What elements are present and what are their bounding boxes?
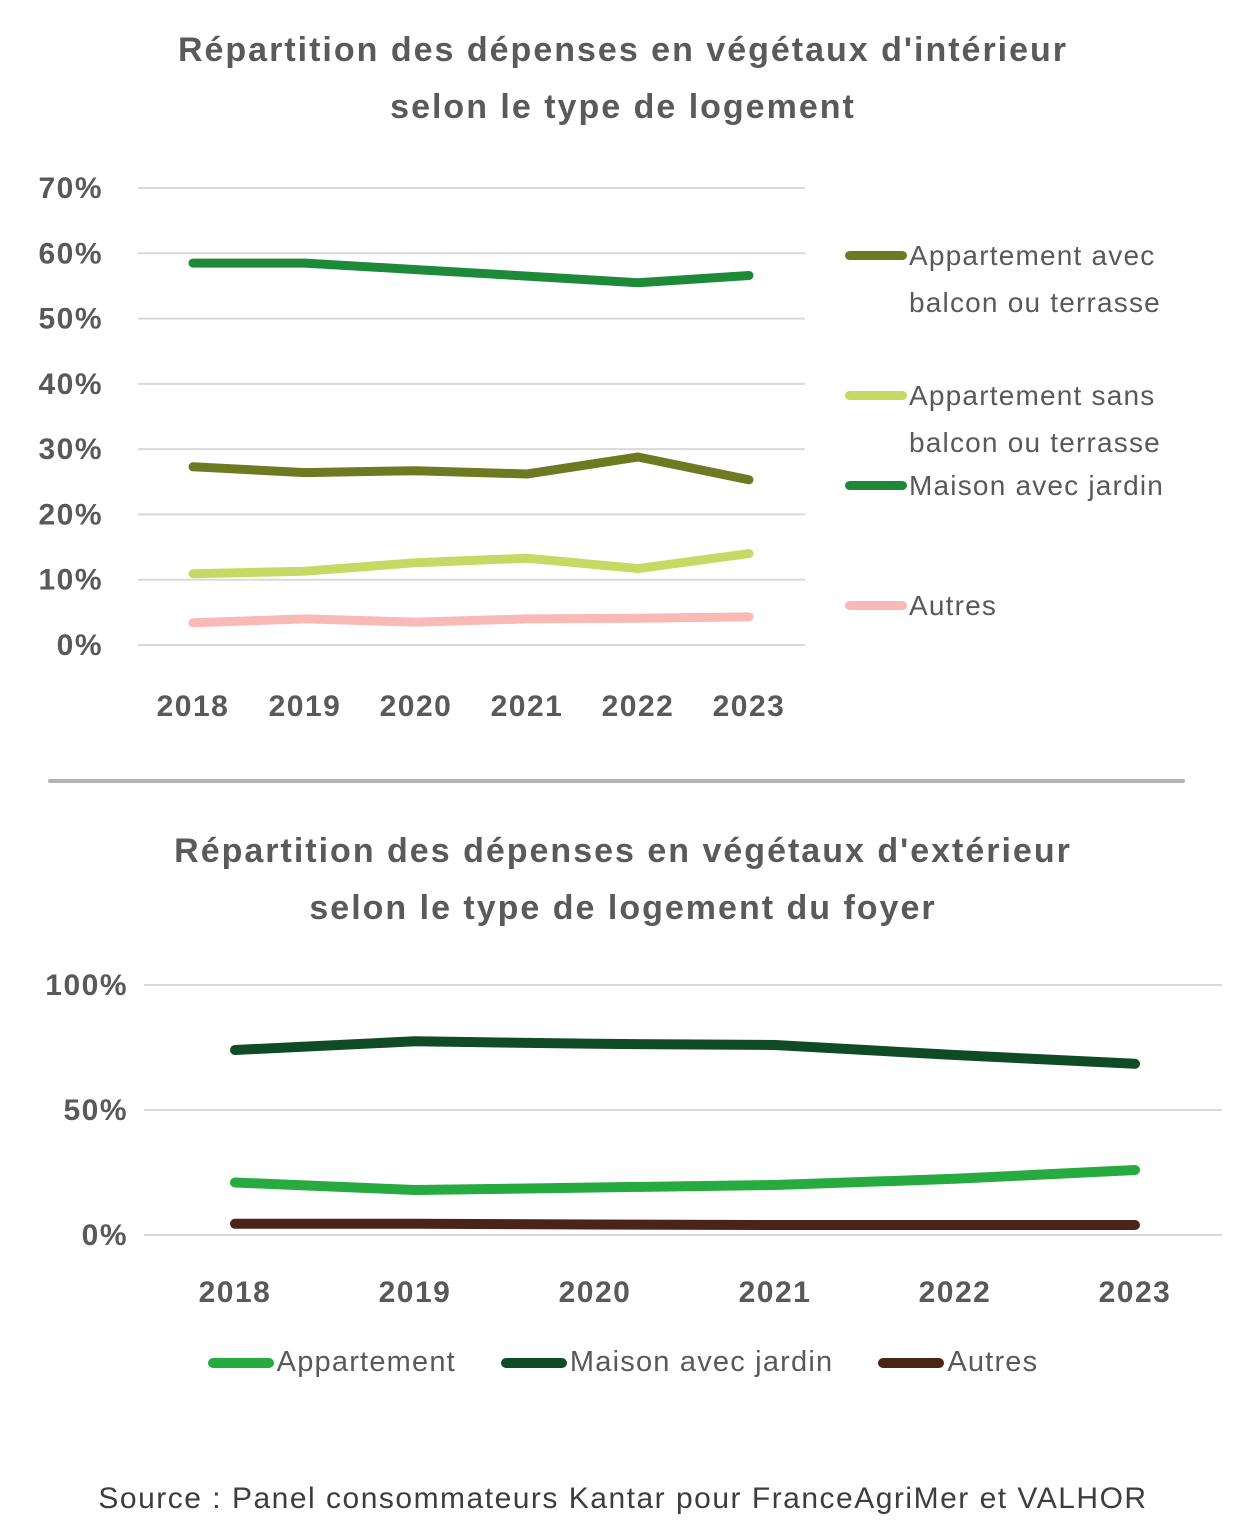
y-tick-label: 50% [63,1094,128,1127]
x-tick-label: 2021 [739,1276,812,1309]
y-tick-label: 50% [38,303,103,336]
legend-swatch [845,601,907,610]
series-line [230,1165,1140,1195]
x-tick-label: 2023 [1099,1276,1172,1309]
x-tick-label: 2021 [491,690,564,723]
exterior-chart-plot: 100% 50% 0% 2018 2019 2020 2021 2022 2023 [45,969,1222,1309]
y-tick-label: 0% [57,629,103,662]
interior-chart-plot: 70% 60% 50% 40% 30% 20% 10% 0% 2018 2019 2020 2021 2… [38,172,805,723]
legend-item: Autres [845,582,997,629]
legend-swatch [845,481,907,490]
interior-chart-title-line-1: Répartition des dépenses en végétaux d'i… [177,31,1069,69]
interior-chart-title-line-2: selon le type de logement [390,88,856,126]
legend-label: Appartement [276,1346,456,1378]
legend-item: Appartement avec balcon ou terrasse [845,232,1211,326]
series-line [188,549,754,579]
legend-item: Appartement [207,1346,456,1379]
y-tick-label: 0% [82,1219,128,1252]
x-tick-label: 2023 [713,690,786,723]
legend-label: Maison avec jardin [909,470,1165,501]
x-tick-label: 2020 [380,690,453,723]
legend-item: Autres [878,1346,1038,1379]
section-divider [48,779,1185,783]
legend-item: Maison avec jardin [500,1346,834,1379]
series-line [188,612,754,628]
x-tick-label: 2018 [199,1276,272,1309]
y-tick-label: 40% [38,368,103,401]
series-line [230,1218,1140,1230]
legend-label: Appartement sans balcon ou terrasse [909,380,1161,458]
series-line [188,258,754,288]
x-tick-label: 2018 [157,690,230,723]
legend-swatch [500,1357,567,1368]
exterior-chart-title: Répartition des dépenses en végétaux d'e… [0,823,1246,937]
legend-swatch [845,251,907,260]
x-tick-label: 2019 [379,1276,452,1309]
interior-chart-title: Répartition des dépenses en végétaux d'i… [0,22,1246,136]
x-tick-label: 2019 [269,690,342,723]
legend-item: Maison avec jardin [845,462,1164,509]
y-tick-label: 100% [45,969,128,1002]
series-line [188,452,754,485]
y-tick-label: 10% [38,564,103,597]
y-tick-label: 30% [38,433,103,466]
exterior-chart-title-line-1: Répartition des dépenses en végétaux d'e… [174,832,1072,870]
x-tick-label: 2022 [919,1276,992,1309]
exterior-chart-title-line-2: selon le type de logement du foyer [309,889,937,927]
legend-swatch [207,1357,274,1368]
legend-swatch [845,391,907,400]
legend-label: Maison avec jardin [569,1346,834,1378]
y-tick-label: 70% [38,172,103,205]
legend-item: Appartement sans balcon ou terrasse [845,372,1211,466]
legend-label: Autres [909,590,998,621]
legend-label: Autres [947,1346,1039,1378]
series-line [230,1036,1140,1069]
legend-label: Appartement avec balcon ou terrasse [909,240,1161,318]
source-text: Source : Panel consommateurs Kantar pour… [98,1482,1148,1515]
x-tick-label: 2022 [602,690,675,723]
exterior-chart-legend: Appartement Maison avec jardin Autres [0,1346,1246,1379]
y-tick-label: 60% [38,237,103,270]
legend-swatch [878,1357,945,1368]
x-tick-label: 2020 [559,1276,632,1309]
y-tick-label: 20% [38,498,103,531]
